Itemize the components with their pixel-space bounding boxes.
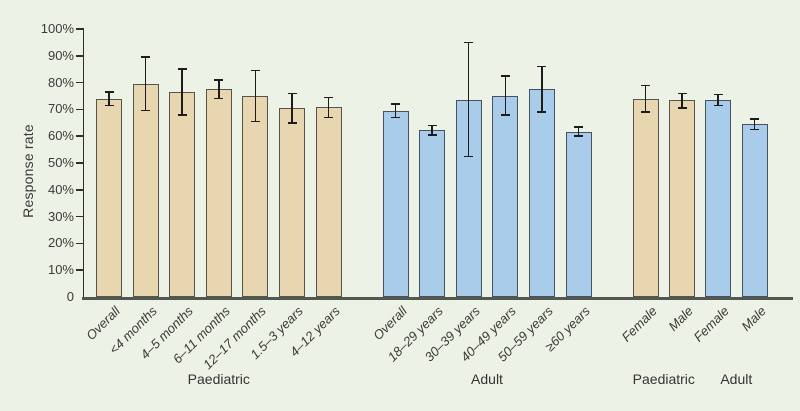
y-tick-label: 30% [47, 208, 74, 224]
bar-paediatric-male [669, 100, 696, 297]
bar-paediatric-6-11-months [205, 89, 232, 297]
bar-adult-female [705, 100, 731, 297]
y-tick [76, 81, 83, 84]
y-tick [76, 189, 83, 191]
y-tick [76, 242, 83, 245]
error-bar-line [181, 69, 183, 115]
error-bar-cap-top [177, 68, 187, 70]
error-bar-cap-bottom [537, 111, 547, 113]
error-bar-line [541, 66, 543, 113]
bar-paediatric-female [632, 98, 659, 297]
error-bar-cap-bottom [141, 109, 151, 112]
y-tick-label: 70% [47, 101, 74, 117]
error-bar-cap-top [104, 91, 114, 93]
error-bar-cap-bottom [324, 116, 334, 119]
bar-adult-60-years [565, 132, 592, 297]
error-bar-cap-top [713, 93, 723, 96]
error-bar-cap-top [641, 84, 650, 87]
y-tick-label: 60% [47, 128, 74, 144]
y-tick-label: 50% [47, 155, 74, 170]
error-bar-line [394, 104, 397, 118]
bar-adult-overall [382, 110, 409, 297]
error-bar-cap-top [750, 118, 760, 120]
bar-adult-male [741, 124, 768, 297]
y-tick-label: 10% [47, 262, 74, 278]
bar-paediatric-12-17-months [242, 96, 269, 297]
error-bar-line [504, 75, 507, 115]
y-tick [76, 269, 83, 271]
error-bar-cap-bottom [750, 128, 760, 131]
bar-paediatric-4-months [132, 83, 159, 297]
error-bar-line [218, 79, 220, 99]
bar-paediatric-overall [96, 98, 122, 297]
group-label-adult-3: Adult [720, 371, 753, 387]
error-bar-cap-bottom [177, 114, 187, 116]
error-bar-line [577, 126, 580, 137]
error-bar-line [467, 42, 470, 157]
error-bar-cap-top [574, 126, 583, 128]
error-bar-cap-bottom [250, 120, 260, 123]
error-bar-line [327, 97, 330, 118]
y-tick [76, 215, 83, 218]
y-tick [76, 162, 83, 164]
error-bar-line [254, 70, 257, 122]
group-label-paediatric-2: Paediatric [632, 371, 695, 387]
error-bar-cap-bottom [287, 122, 297, 124]
x-axis-line [82, 297, 793, 300]
error-bar-cap-top [287, 92, 297, 95]
error-bar-cap-bottom [677, 107, 687, 109]
error-bar-cap-bottom [214, 97, 224, 100]
group-label-adult-1: Adult [471, 371, 503, 387]
error-bar-cap-top [500, 75, 510, 77]
error-bar-cap-top [324, 96, 334, 99]
error-bar-line [291, 93, 293, 123]
group-label-paediatric-0: Paediatric [187, 371, 250, 387]
error-bar-cap-top [214, 79, 224, 81]
bar-adult-50-59-years [528, 89, 555, 297]
y-tick [76, 28, 83, 30]
y-tick-label: 100% [40, 21, 74, 36]
error-bar-cap-top [391, 103, 400, 105]
bar-paediatric-4-5-months [169, 91, 196, 297]
y-tick-label: 0 [66, 289, 74, 304]
error-bar-cap-bottom [713, 104, 723, 107]
error-bar-cap-bottom [391, 116, 400, 119]
error-bar-cap-top [427, 124, 437, 127]
error-bar-cap-bottom [574, 135, 583, 137]
bar-paediatric-4-12-years [315, 106, 342, 297]
error-bar-cap-bottom [641, 111, 650, 113]
y-tick [76, 108, 83, 111]
error-bar-cap-top [537, 65, 547, 68]
y-axis-line [82, 28, 84, 298]
error-bar-cap-bottom [500, 114, 510, 116]
error-bar-cap-top [464, 41, 474, 44]
y-tick-label: 20% [47, 235, 74, 251]
error-bar-line [144, 57, 147, 111]
error-bar-cap-bottom [104, 104, 114, 107]
error-bar-line [753, 118, 756, 130]
y-tick [76, 55, 83, 57]
y-tick-label: 80% [47, 74, 74, 90]
y-tick-label: 90% [47, 47, 74, 63]
error-bar-cap-bottom [427, 134, 437, 136]
bar-paediatric-1-5-3-years [279, 108, 305, 297]
bar-adult-18-29-years [419, 129, 446, 297]
error-bar-line [717, 94, 719, 106]
error-bar-cap-top [677, 92, 687, 95]
error-bar-cap-bottom [464, 155, 474, 158]
error-bar-cap-top [141, 56, 151, 58]
y-tick [76, 135, 83, 137]
bar-adult-40-49-years [492, 96, 519, 297]
error-bar-line [681, 93, 683, 109]
error-bar-cap-top [250, 69, 260, 72]
error-bar-line [431, 125, 433, 135]
error-bar-line [108, 91, 110, 106]
y-tick-label: 40% [47, 181, 74, 197]
error-bar-line [644, 85, 647, 113]
